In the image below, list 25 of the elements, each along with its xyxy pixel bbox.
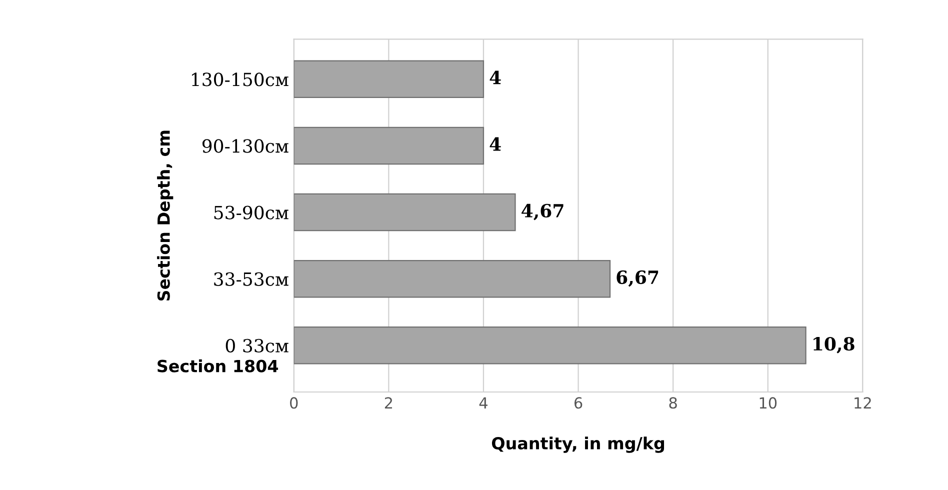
bar — [294, 193, 516, 232]
x-tick-label: 12 — [854, 397, 871, 408]
data-label: 4 — [490, 70, 501, 84]
x-tick-label: 8 — [669, 397, 677, 409]
y-tick-label: 0 33см — [226, 338, 288, 353]
x-tick-label: 10 — [760, 397, 777, 409]
y-tick-label: 90-130см — [202, 139, 288, 153]
data-label: 4 — [490, 137, 501, 151]
y-tick-label: 130-150см — [192, 72, 288, 86]
bar — [294, 260, 611, 298]
text: Section 1804 — [158, 359, 278, 372]
data-label: 6,67 — [616, 270, 658, 287]
x-tick-label: 6 — [574, 397, 582, 409]
x-tick-label: 2 — [384, 397, 392, 408]
data-label: 10,8 — [814, 336, 854, 354]
y-tick-label: 53-90см — [214, 206, 288, 220]
bar — [294, 326, 806, 364]
bar — [294, 126, 484, 165]
y-tick-label: 33-53см — [214, 272, 288, 286]
y-axis-title: Section Depth, cm — [157, 130, 174, 301]
x-tick-label: 4 — [479, 397, 488, 408]
x-tick-label: 0 — [290, 397, 298, 409]
data-label: 4,67 — [522, 204, 564, 220]
x-axis-title: Quantity, in mg/kg — [492, 436, 664, 453]
bar — [294, 60, 484, 98]
